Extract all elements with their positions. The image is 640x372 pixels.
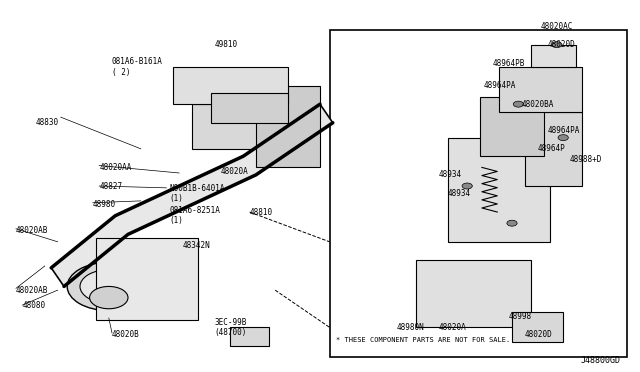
Bar bbox=[480, 97, 544, 156]
Polygon shape bbox=[51, 104, 333, 286]
Circle shape bbox=[462, 183, 472, 189]
Bar bbox=[416, 260, 531, 327]
Bar bbox=[531, 45, 576, 67]
Text: 48020AA: 48020AA bbox=[99, 163, 132, 172]
Text: 48964P: 48964P bbox=[538, 144, 565, 153]
Bar bbox=[256, 86, 320, 167]
Circle shape bbox=[507, 220, 517, 226]
Circle shape bbox=[558, 135, 568, 141]
Text: 48934: 48934 bbox=[448, 189, 471, 198]
Bar bbox=[230, 327, 269, 346]
Text: 48964PA: 48964PA bbox=[483, 81, 516, 90]
Text: 48020D: 48020D bbox=[547, 40, 575, 49]
Bar bbox=[211, 93, 288, 123]
Text: 081A6-8251A
(1): 081A6-8251A (1) bbox=[170, 206, 220, 225]
Text: 48020BA: 48020BA bbox=[522, 100, 554, 109]
Text: 48020AB: 48020AB bbox=[16, 286, 49, 295]
Circle shape bbox=[67, 262, 150, 311]
Bar bbox=[192, 104, 282, 149]
Text: 48830: 48830 bbox=[35, 118, 58, 127]
Bar bbox=[96, 238, 198, 320]
Text: 48998: 48998 bbox=[509, 312, 532, 321]
Text: 48020AB: 48020AB bbox=[16, 226, 49, 235]
Text: 48080: 48080 bbox=[22, 301, 45, 310]
Bar bbox=[448, 138, 550, 242]
Text: 49810: 49810 bbox=[214, 40, 237, 49]
Bar bbox=[512, 312, 563, 342]
Text: 081A6-B161A
( 2): 081A6-B161A ( 2) bbox=[112, 57, 163, 77]
Text: 48020B: 48020B bbox=[112, 330, 140, 339]
Circle shape bbox=[552, 42, 562, 48]
Text: 48827: 48827 bbox=[99, 182, 122, 190]
Bar bbox=[173, 67, 288, 104]
Text: 48934: 48934 bbox=[438, 170, 461, 179]
Text: 48988+D: 48988+D bbox=[570, 155, 602, 164]
Text: 48810: 48810 bbox=[250, 208, 273, 217]
Circle shape bbox=[513, 101, 524, 107]
Text: 48020A: 48020A bbox=[438, 323, 466, 332]
Text: 48342N: 48342N bbox=[182, 241, 210, 250]
Text: 48020AC: 48020AC bbox=[541, 22, 573, 31]
Text: J48800GD: J48800GD bbox=[581, 356, 621, 365]
Text: 3EC-99B
(48700): 3EC-99B (48700) bbox=[214, 318, 247, 337]
Text: N00B1B-6401A
(1): N00B1B-6401A (1) bbox=[170, 184, 225, 203]
Bar bbox=[330, 30, 627, 357]
Bar bbox=[499, 67, 582, 112]
Text: * THESE COMPONENT PARTS ARE NOT FOR SALE.: * THESE COMPONENT PARTS ARE NOT FOR SALE… bbox=[336, 337, 510, 343]
Text: 48980: 48980 bbox=[93, 200, 116, 209]
Text: 48964PB: 48964PB bbox=[493, 59, 525, 68]
Bar bbox=[525, 112, 582, 186]
Text: 48964PA: 48964PA bbox=[547, 126, 580, 135]
Text: 48980N: 48980N bbox=[397, 323, 424, 332]
Text: 48020D: 48020D bbox=[525, 330, 552, 339]
Circle shape bbox=[80, 270, 138, 303]
Circle shape bbox=[90, 286, 128, 309]
Text: 48020A: 48020A bbox=[221, 167, 248, 176]
